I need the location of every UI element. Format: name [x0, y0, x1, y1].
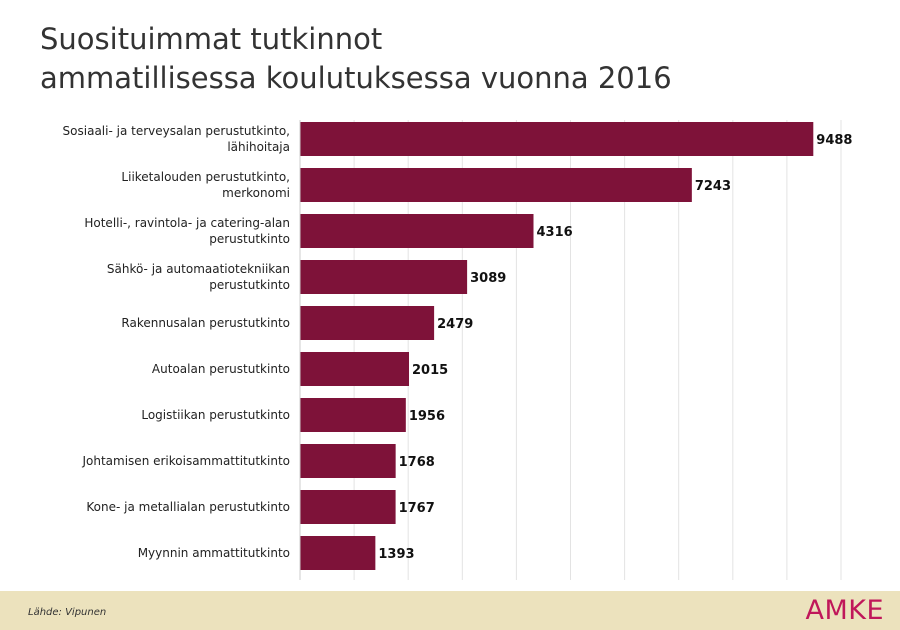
data-label-6: 2015: [412, 363, 448, 378]
category-label-8: Johtamisen erikoisammattitutkinto: [81, 454, 290, 468]
bar-2: [300, 168, 692, 202]
chart-title-line-2: ammatillisessa koulutuksessa vuonna 2016: [40, 61, 672, 95]
bar-6: [300, 352, 410, 386]
data-label-7: 1956: [409, 409, 445, 424]
category-label-9: Kone- ja metallialan perustutkinto: [86, 500, 290, 514]
data-label-5: 2479: [437, 317, 473, 332]
data-label-10: 1393: [378, 547, 414, 562]
bar-5: [300, 306, 435, 340]
chart-title: Suosituimmat tutkinnot ammatillisessa ko…: [40, 20, 860, 98]
bar-8: [300, 444, 396, 478]
category-label-1: Sosiaali- ja terveysalan perustutkinto, l…: [63, 124, 290, 154]
data-label-2: 7243: [695, 179, 731, 194]
category-label-3: Hotelli-, ravintola- ja catering-alan per…: [84, 216, 290, 246]
bar-7: [300, 398, 406, 432]
category-label-2: Liiketalouden perustutkinto, merkonomi: [121, 170, 290, 200]
data-label-4: 3089: [470, 271, 506, 286]
data-label-9: 1767: [399, 501, 435, 516]
category-label-4: Sähkö- ja automaatiotekniikan perustutkin…: [107, 262, 290, 292]
category-label-7: Logistiikan perustutkinto: [141, 408, 290, 422]
bar-9: [300, 490, 396, 524]
category-label-5: Rakennusalan perustutkinto: [121, 316, 290, 330]
chart-title-line-1: Suosituimmat tutkinnot: [40, 22, 383, 56]
data-label-8: 1768: [399, 455, 435, 470]
data-label-1: 9488: [816, 133, 852, 148]
category-label-10: Myynnin ammattitutkinto: [138, 546, 290, 560]
footer-bar: Lähde: Vipunen AMKE: [0, 591, 900, 630]
bar-chart: 9488 Sosiaali- ja terveysalan perustutkin…: [63, 120, 852, 580]
amke-logo: AMKE: [805, 595, 884, 626]
bar-1: [300, 122, 814, 156]
category-label-6: Autoalan perustutkinto: [152, 362, 290, 376]
data-label-3: 4316: [536, 225, 572, 240]
bar-4: [300, 260, 468, 294]
bar-3: [300, 214, 534, 248]
bar-10: [300, 536, 376, 570]
source-note: Lähde: Vipunen: [28, 607, 107, 618]
